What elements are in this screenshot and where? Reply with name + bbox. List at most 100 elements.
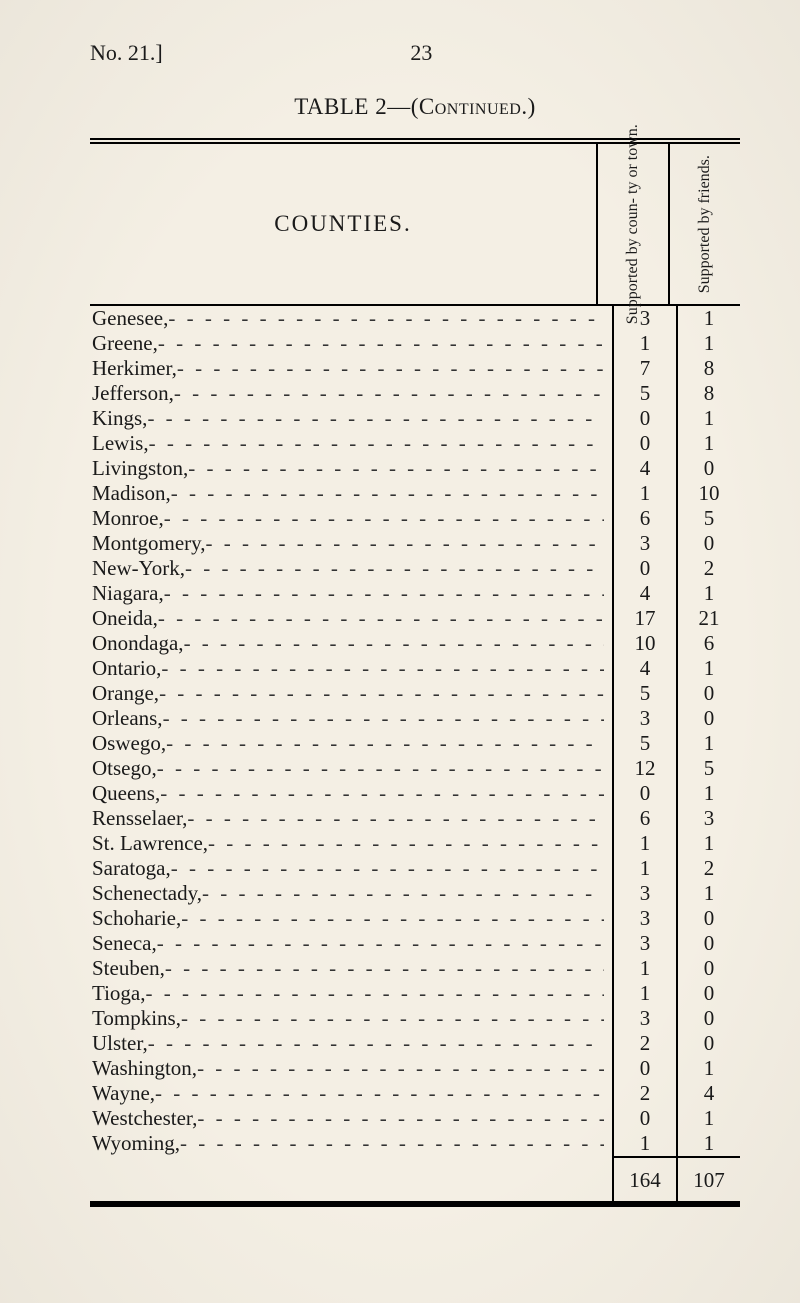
- leader-dots: [180, 1133, 604, 1154]
- value-friends: 21: [678, 606, 740, 631]
- county-cell: Washington,: [90, 1056, 614, 1081]
- county-name: Onondaga,: [92, 633, 184, 654]
- value-county-town: 3: [614, 881, 678, 906]
- value-friends: 1: [678, 306, 740, 331]
- county-cell: New-York,: [90, 556, 614, 581]
- value-friends: 2: [678, 856, 740, 881]
- table-row: Livingston,40: [90, 456, 740, 481]
- table-body: Genesee,31Greene,11Herkimer,78Jefferson,…: [90, 306, 740, 1156]
- total-county-town: 164: [614, 1156, 678, 1201]
- county-cell: Livingston,: [90, 456, 614, 481]
- county-cell: Herkimer,: [90, 356, 614, 381]
- table-row: Seneca,30: [90, 931, 740, 956]
- value-county-town: 0: [614, 556, 678, 581]
- value-county-town: 4: [614, 581, 678, 606]
- county-name: Westchester,: [92, 1108, 197, 1129]
- leader-dots: [157, 933, 604, 954]
- county-cell: Ontario,: [90, 656, 614, 681]
- table-row: Niagara,41: [90, 581, 740, 606]
- table: COUNTIES. Supported by coun- ty or town.…: [90, 138, 740, 1207]
- table-row: Schoharie,30: [90, 906, 740, 931]
- value-county-town: 1: [614, 981, 678, 1006]
- value-county-town: 1: [614, 331, 678, 356]
- value-county-town: 3: [614, 1006, 678, 1031]
- col-header-county-town-label: Supported by coun- ty or town.: [624, 124, 642, 324]
- value-friends: 2: [678, 556, 740, 581]
- county-name: Montgomery,: [92, 533, 206, 554]
- leader-dots: [208, 833, 604, 854]
- leader-dots: [155, 1083, 604, 1104]
- value-county-town: 1: [614, 856, 678, 881]
- county-cell: Montgomery,: [90, 531, 614, 556]
- value-friends: 1: [678, 881, 740, 906]
- value-friends: 1: [678, 781, 740, 806]
- county-name: Schoharie,: [92, 908, 181, 929]
- table-row: Schenectady,31: [90, 881, 740, 906]
- leader-dots: [164, 508, 604, 529]
- county-cell: Westchester,: [90, 1106, 614, 1131]
- county-name: Rensselaer,: [92, 808, 187, 829]
- leader-dots: [146, 983, 605, 1004]
- value-friends: 0: [678, 956, 740, 981]
- value-county-town: 3: [614, 931, 678, 956]
- value-friends: 0: [678, 531, 740, 556]
- value-county-town: 3: [614, 706, 678, 731]
- col-header-counties-label: COUNTIES.: [274, 211, 411, 237]
- value-friends: 1: [678, 1056, 740, 1081]
- title-prefix: TABLE 2—(: [294, 94, 419, 119]
- value-county-town: 7: [614, 356, 678, 381]
- leader-dots: [181, 908, 604, 929]
- county-name: Greene,: [92, 333, 158, 354]
- table-row: Tompkins,30: [90, 1006, 740, 1031]
- value-county-town: 0: [614, 1106, 678, 1131]
- value-friends: 0: [678, 681, 740, 706]
- value-friends: 1: [678, 731, 740, 756]
- leader-dots: [163, 708, 604, 729]
- table-row: Steuben,10: [90, 956, 740, 981]
- county-name: Kings,: [92, 408, 147, 429]
- table-row: Kings, 01: [90, 406, 740, 431]
- county-cell: Wayne,: [90, 1081, 614, 1106]
- county-cell: Greene,: [90, 331, 614, 356]
- county-name: New-York,: [92, 558, 185, 579]
- title-suffix: .): [521, 94, 535, 119]
- table-row: Tioga, 10: [90, 981, 740, 1006]
- leader-dots: [158, 608, 604, 629]
- value-friends: 0: [678, 981, 740, 1006]
- table-row: Onondaga,106: [90, 631, 740, 656]
- table-row: Ulster,20: [90, 1031, 740, 1056]
- county-cell: Tompkins,: [90, 1006, 614, 1031]
- value-friends: 1: [678, 406, 740, 431]
- table-row: Greene,11: [90, 331, 740, 356]
- table-row: Oneida,1721: [90, 606, 740, 631]
- county-cell: Oswego,: [90, 731, 614, 756]
- title-continued: Continued: [419, 94, 522, 119]
- county-name: Livingston,: [92, 458, 188, 479]
- table-header-row: COUNTIES. Supported by coun- ty or town.…: [90, 144, 740, 306]
- county-name: Tioga,: [92, 983, 146, 1004]
- table-row: Ontario,41: [90, 656, 740, 681]
- running-head: No. 21.] 23: [90, 40, 740, 66]
- value-friends: 10: [678, 481, 740, 506]
- county-cell: Ulster,: [90, 1031, 614, 1056]
- county-name: Genesee,: [92, 308, 168, 329]
- leader-dots: [161, 658, 604, 679]
- table-row: Montgomery, 30: [90, 531, 740, 556]
- value-county-town: 3: [614, 531, 678, 556]
- county-name: St. Lawrence,: [92, 833, 208, 854]
- value-county-town: 0: [614, 406, 678, 431]
- table-row: Rensselaer,63: [90, 806, 740, 831]
- table-title: TABLE 2—(Continued.): [90, 94, 740, 120]
- totals-row: 164 107: [90, 1156, 740, 1201]
- county-name: Jefferson,: [92, 383, 174, 404]
- leader-dots: [148, 1033, 604, 1054]
- table-row: Queens,01: [90, 781, 740, 806]
- county-name: Madison,: [92, 483, 171, 504]
- col-header-friends: Supported by friends.: [670, 144, 740, 304]
- county-name: Oswego,: [92, 733, 166, 754]
- value-county-town: 4: [614, 656, 678, 681]
- total-friends: 107: [678, 1156, 740, 1201]
- value-county-town: 6: [614, 506, 678, 531]
- county-name: Wyoming,: [92, 1133, 180, 1154]
- value-friends: 1: [678, 831, 740, 856]
